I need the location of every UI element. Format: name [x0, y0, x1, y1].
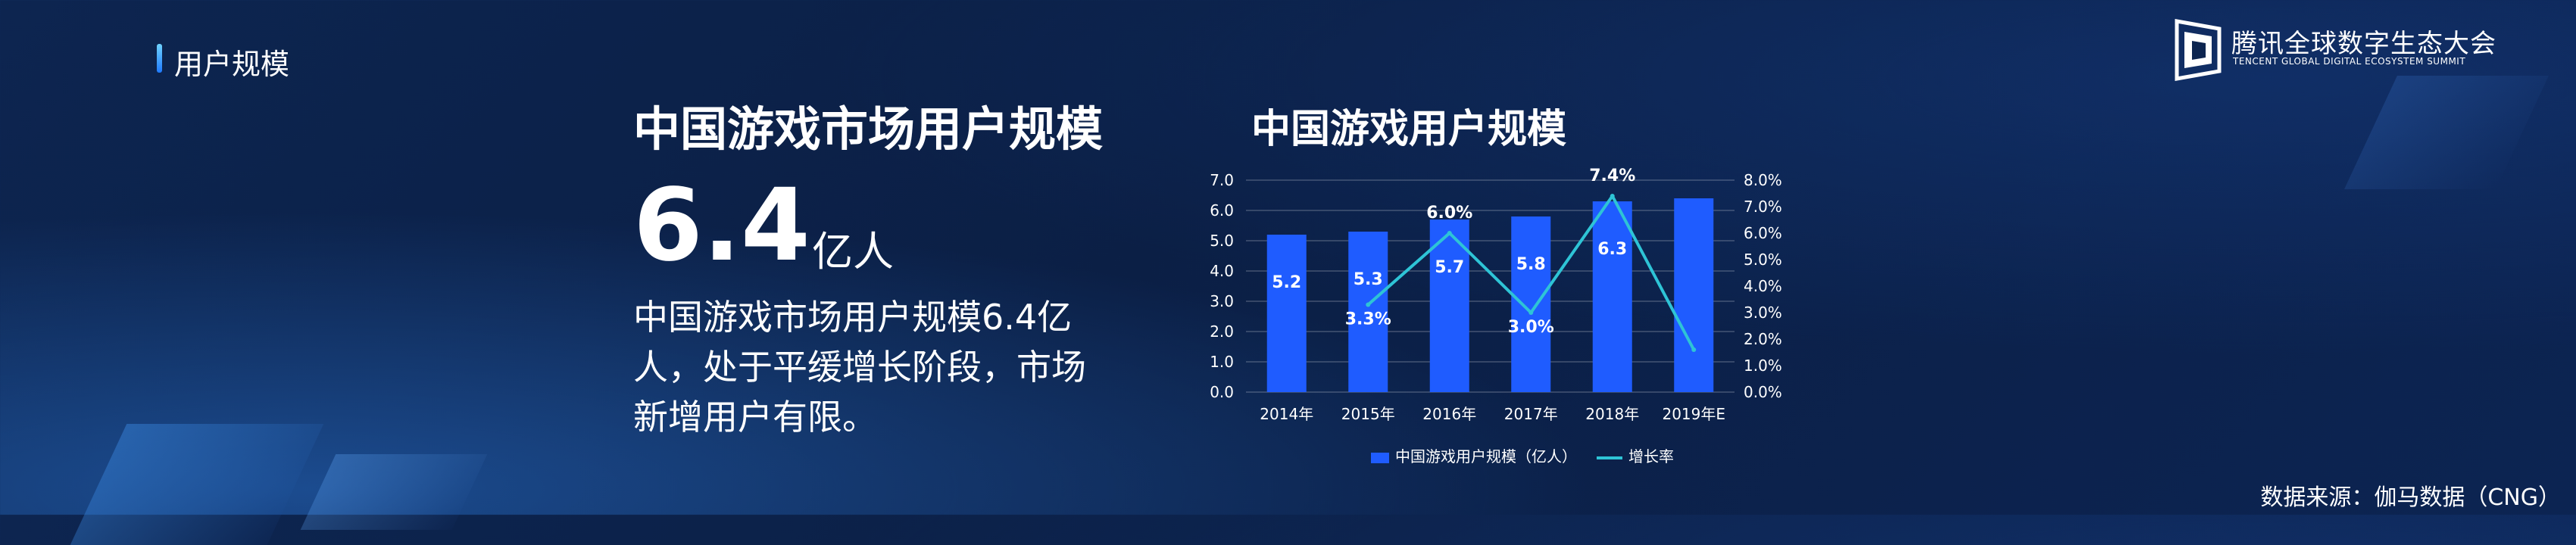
logo-title: 腾讯全球数字生态大会 — [2231, 29, 2496, 59]
y-tick-label-right: 1.0% — [1744, 357, 1782, 375]
summary-unit: 亿人 — [812, 228, 894, 276]
y-tick-label-left: 0.0 — [1210, 383, 1234, 401]
summary-value: 6.4 — [633, 167, 810, 284]
x-tick-label: 2014年 — [1260, 405, 1313, 423]
growth-rate-point — [1366, 302, 1371, 307]
section-label: 用户规模 — [174, 48, 290, 81]
growth-rate-label: 7.4% — [1589, 167, 1635, 185]
decorative-shape — [2344, 76, 2549, 189]
bar-value-label: 6.3 — [1597, 240, 1627, 259]
logo-mark-icon — [2175, 19, 2222, 81]
growth-rate-point — [1610, 194, 1615, 198]
bar — [1674, 198, 1714, 392]
user-scale-chart: 0.0 1.0 2.0 3.0 4.0 5.0 6.0 7.0 0.0% 1.0% 2.0% 3.0%… — [1210, 167, 1782, 466]
legend-line-label: 增长率 — [1628, 447, 1674, 466]
bar — [1592, 201, 1632, 392]
bar — [1511, 216, 1551, 392]
bar-value-label: 5.8 — [1516, 255, 1546, 274]
y-tick-label-right: 0.0% — [1744, 383, 1782, 401]
legend-bar-label: 中国游戏用户规模（亿人） — [1395, 447, 1577, 466]
summary-title: 中国游戏市场用户规模 — [633, 101, 1104, 157]
y-tick-label-right: 6.0% — [1744, 224, 1782, 242]
y-tick-label-right: 4.0% — [1744, 277, 1782, 295]
y-tick-label-left: 4.0 — [1210, 262, 1234, 280]
chart-title: 中国游戏用户规模 — [1251, 107, 1567, 152]
bar — [1266, 235, 1307, 392]
data-source: 数据来源：伽马数据（CNG） — [2260, 484, 2561, 511]
legend-bar-swatch — [1371, 453, 1389, 463]
summary-description: 中国游戏市场用户规模6.4亿人，处于平缓增长阶段，市场新增用户有限。 — [633, 297, 1086, 438]
bar-value-label: 5.3 — [1354, 270, 1383, 289]
y-tick-label-left: 3.0 — [1210, 292, 1234, 310]
y-tick-label-right: 5.0% — [1744, 251, 1782, 269]
y-tick-label-right: 8.0% — [1744, 171, 1782, 189]
y-tick-label-left: 7.0 — [1210, 171, 1234, 189]
y-tick-label-left: 2.0 — [1210, 322, 1234, 341]
logo-subtitle: TENCENT GLOBAL DIGITAL ECOSYSTEM SUMMIT — [2233, 56, 2466, 67]
x-tick-label: 2017年 — [1504, 405, 1558, 423]
y-tick-label-left: 1.0 — [1210, 353, 1234, 371]
growth-rate-label: 3.3% — [1345, 310, 1391, 329]
growth-rate-point — [1447, 231, 1452, 235]
x-tick-label: 2015年 — [1341, 405, 1395, 423]
growth-rate-label: 3.0% — [1508, 318, 1554, 337]
bar-value-label: 5.2 — [1272, 273, 1301, 292]
y-tick-label-right: 7.0% — [1744, 198, 1782, 216]
y-tick-label-right: 3.0% — [1744, 304, 1782, 322]
section-marker — [157, 44, 162, 73]
bar-value-label: 5.7 — [1435, 258, 1464, 277]
growth-rate-point — [1528, 310, 1534, 315]
growth-rate-point — [1691, 347, 1697, 352]
decorative-shape — [70, 424, 324, 545]
x-tick-label: 2016年 — [1422, 405, 1476, 423]
x-tick-label: 2018年 — [1585, 405, 1639, 423]
y-tick-label-left: 5.0 — [1210, 232, 1234, 250]
growth-rate-label: 6.0% — [1426, 204, 1472, 223]
decorative-shape — [300, 454, 488, 530]
bar — [1348, 232, 1388, 392]
x-tick-label: 2019年E — [1662, 405, 1725, 423]
bar — [1429, 220, 1469, 392]
y-tick-label-right: 2.0% — [1744, 330, 1782, 348]
y-tick-label-left: 6.0 — [1210, 201, 1234, 220]
event-logo: 腾讯全球数字生态大会 TENCENT GLOBAL DIGITAL ECOSYS… — [2174, 18, 2537, 86]
